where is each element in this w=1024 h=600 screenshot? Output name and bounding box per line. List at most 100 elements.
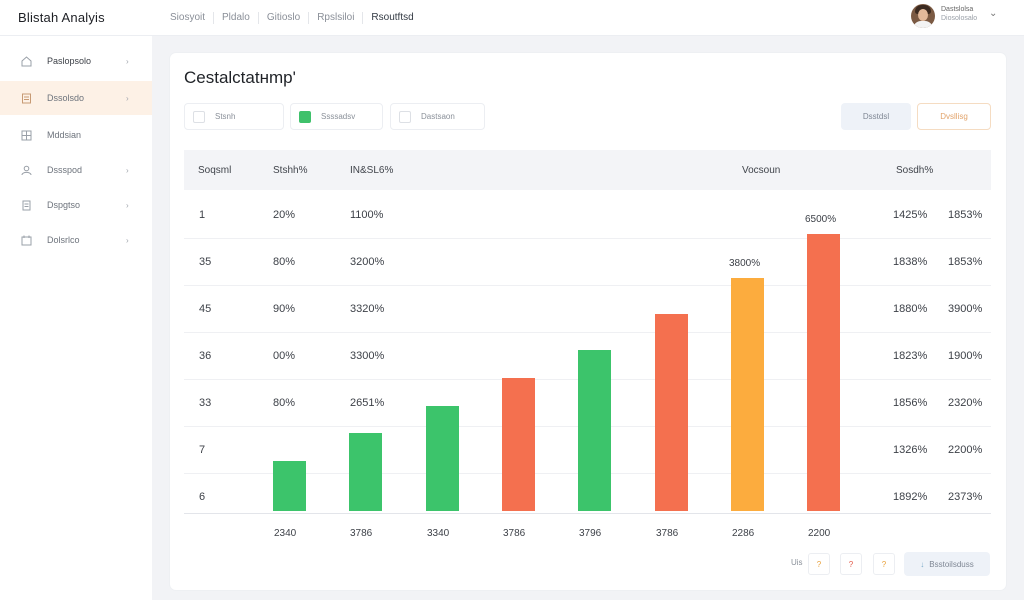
pager-label: Uis xyxy=(791,558,803,567)
top-nav-item[interactable]: Gitioslo xyxy=(259,12,310,24)
table-cell: 80% xyxy=(273,397,296,409)
chart-bar xyxy=(655,314,688,511)
file-icon xyxy=(20,199,32,211)
top-nav-item[interactable]: Pldalo xyxy=(214,12,259,24)
user-name: Dastslolsa xyxy=(941,6,974,13)
chevron-right-icon: › xyxy=(126,56,129,66)
table-cell: 3300% xyxy=(350,350,385,362)
x-tick-label: 3340 xyxy=(427,528,450,539)
sidebar-item-dashboard[interactable]: Paslopsolo › xyxy=(0,44,152,78)
table-cell: 1853% xyxy=(948,256,983,268)
chevron-right-icon: › xyxy=(126,235,129,245)
pager-button[interactable]: ? xyxy=(840,553,862,575)
top-nav-item[interactable]: Rpslsiloi xyxy=(309,12,364,24)
table-cell: 1823% xyxy=(893,350,928,362)
table-cell: 45 xyxy=(199,303,212,315)
filter-label: Dastsaon xyxy=(421,112,455,121)
column-header[interactable]: IN&SL6% xyxy=(350,165,394,176)
table-cell: 1880% xyxy=(893,303,928,315)
sidebar-item-label: Dssolsdo xyxy=(47,93,85,103)
sidebar-item-label: Mddsian xyxy=(47,130,82,140)
row-divider xyxy=(184,332,991,333)
sidebar-item[interactable]: Mddsian xyxy=(0,118,152,152)
table-cell: 35 xyxy=(199,256,212,268)
row-divider xyxy=(184,285,991,286)
sidebar-item[interactable]: Dspgtso › xyxy=(0,188,152,222)
column-header[interactable]: Vocsoun xyxy=(742,165,781,176)
sidebar: Paslopsolo › Dssolsdo › Mddsian Dssspod … xyxy=(0,36,152,600)
sidebar-item-label: Dssspod xyxy=(47,165,83,175)
checkbox[interactable] xyxy=(193,110,205,123)
filter-chip[interactable]: Dastsaon xyxy=(390,103,485,130)
sidebar-item[interactable]: Dolsrlco › xyxy=(0,223,152,257)
top-nav-item[interactable]: Siosyoit xyxy=(162,12,215,24)
pager-button[interactable]: ? xyxy=(873,553,895,575)
pager-button[interactable]: ? xyxy=(808,553,830,575)
checkbox[interactable] xyxy=(399,110,411,123)
calendar-icon xyxy=(20,234,32,246)
pager-button-label: ? xyxy=(816,559,822,569)
chart-baseline xyxy=(184,513,991,514)
x-tick-label: 2200 xyxy=(808,528,831,539)
table-cell: 7 xyxy=(199,444,206,456)
x-tick-label: 3786 xyxy=(350,528,373,539)
app-title: Blistah Analyis xyxy=(18,10,105,25)
filter-chip[interactable]: Ssssadsv xyxy=(290,103,383,130)
sidebar-item-label: Paslopsolo xyxy=(47,56,92,66)
table-cell: 1853% xyxy=(948,209,983,221)
table-cell: 1856% xyxy=(893,397,928,409)
sidebar-item[interactable]: Dssspod › xyxy=(0,153,152,187)
avatar[interactable] xyxy=(911,4,935,28)
primary-button[interactable]: Dvsllisg xyxy=(917,103,991,130)
table-cell: 33 xyxy=(199,397,212,409)
x-tick-label: 3796 xyxy=(579,528,602,539)
table-cell: 3200% xyxy=(350,256,385,268)
chevron-right-icon: › xyxy=(126,93,129,103)
user-icon xyxy=(20,164,32,176)
column-header[interactable]: Soqsml xyxy=(198,165,232,176)
table-cell: 2320% xyxy=(948,397,983,409)
table-cell: 2373% xyxy=(948,491,983,503)
export-label: Bsstoilsduss xyxy=(929,559,974,569)
x-tick-label: 3786 xyxy=(656,528,679,539)
user-role: Diosolosalo xyxy=(941,15,978,22)
top-nav: Siosyoit Pldalo Gitioslo Rpslsiloi Rsout… xyxy=(162,0,422,36)
chart-bar xyxy=(273,461,306,511)
table-cell: 6 xyxy=(199,491,206,503)
table-cell: 3900% xyxy=(948,303,983,315)
chart-bar xyxy=(426,406,459,511)
page-title: Cestalctatнmp' xyxy=(184,68,296,87)
table-cell: 1326% xyxy=(893,444,928,456)
table-cell: 1838% xyxy=(893,256,928,268)
export-button[interactable]: ↓ Bsstoilsduss xyxy=(904,552,990,576)
pager-button-label: ? xyxy=(881,559,887,569)
filter-label: Ssssadsv xyxy=(321,112,356,121)
checkbox-checked[interactable] xyxy=(299,110,311,123)
pager-button-label: ? xyxy=(848,559,854,569)
data-label: 6500% xyxy=(805,214,837,225)
table-cell: 1892% xyxy=(893,491,928,503)
table-cell: 1425% xyxy=(893,209,928,221)
table-cell: 80% xyxy=(273,256,296,268)
table-cell: 90% xyxy=(273,303,296,315)
table-cell: 1100% xyxy=(350,209,384,221)
chevron-right-icon: › xyxy=(126,165,129,175)
chart-bar xyxy=(502,378,535,511)
filter-label: Stsnh xyxy=(215,112,236,121)
home-icon xyxy=(20,55,32,67)
sidebar-item-label: Dspgtso xyxy=(47,200,81,210)
chevron-down-icon[interactable]: ⌄ xyxy=(989,8,998,19)
x-tick-label: 2286 xyxy=(732,528,755,539)
table-cell: 20% xyxy=(273,209,296,221)
column-header[interactable]: Stshh% xyxy=(273,165,308,176)
table-cell: 1900% xyxy=(948,350,983,362)
download-icon: ↓ xyxy=(920,559,925,569)
column-header[interactable]: Sosdh% xyxy=(896,165,934,176)
secondary-button[interactable]: Dsstdsl xyxy=(841,103,911,130)
x-tick-label: 2340 xyxy=(274,528,297,539)
table-cell: 00% xyxy=(273,350,296,362)
filter-chip[interactable]: Stsnh xyxy=(184,103,284,130)
top-nav-item-active[interactable]: Rsoutftsd xyxy=(371,12,414,23)
sidebar-item-active[interactable]: Dssolsdo › xyxy=(0,81,152,115)
chart-bar xyxy=(731,278,764,511)
